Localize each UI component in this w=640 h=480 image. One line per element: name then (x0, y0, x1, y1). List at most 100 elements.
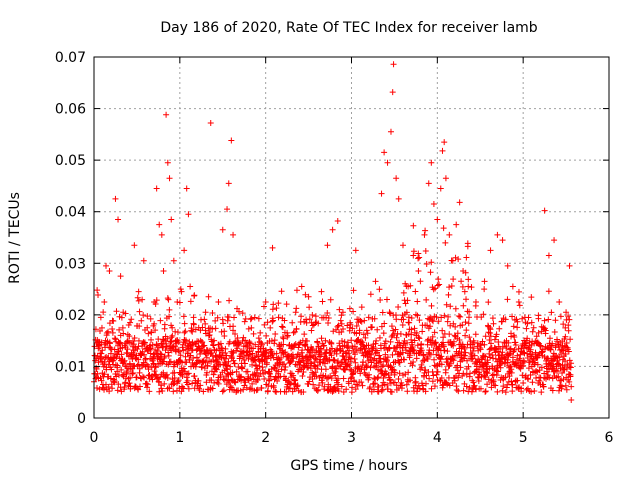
data-point (472, 331, 479, 338)
data-point (382, 338, 389, 345)
data-point (163, 343, 170, 350)
data-point (165, 352, 172, 359)
data-point (509, 388, 516, 395)
data-point (461, 288, 468, 295)
data-point (546, 335, 553, 342)
data-point (566, 357, 573, 364)
data-point (379, 386, 386, 393)
data-point (338, 338, 345, 345)
data-point (460, 370, 467, 377)
data-point (420, 351, 427, 358)
data-point (136, 323, 143, 330)
data-point (335, 375, 342, 382)
data-point (460, 387, 467, 394)
data-point (334, 217, 341, 224)
data-point (174, 361, 181, 368)
data-point (480, 352, 487, 359)
data-point (352, 359, 359, 366)
data-point (229, 369, 236, 376)
data-point (433, 363, 440, 370)
data-point (152, 371, 159, 378)
data-point (101, 371, 108, 378)
data-point (181, 329, 188, 336)
data-point (131, 335, 138, 342)
data-point (241, 318, 248, 325)
data-point (447, 360, 454, 367)
data-point (281, 317, 288, 324)
data-point (422, 247, 429, 254)
data-point (432, 339, 439, 346)
data-point (348, 337, 355, 344)
data-point (99, 347, 106, 354)
data-point (497, 364, 504, 371)
data-point (231, 360, 238, 367)
data-point (248, 324, 255, 331)
data-point (565, 322, 572, 329)
data-point (403, 347, 410, 354)
data-point (103, 262, 110, 269)
data-point (454, 367, 461, 374)
data-point (429, 378, 436, 385)
data-point (235, 339, 242, 346)
data-point (159, 344, 166, 351)
data-point (415, 250, 422, 257)
data-point (245, 355, 252, 362)
data-point (249, 350, 256, 357)
data-point (239, 365, 246, 372)
data-point (537, 343, 544, 350)
data-point (356, 327, 363, 334)
data-point (149, 376, 156, 383)
data-point (209, 310, 216, 317)
y-tick-label: 0.07 (55, 50, 86, 66)
data-point (463, 254, 470, 261)
data-point (529, 379, 536, 386)
data-point (128, 316, 135, 323)
data-point (416, 254, 423, 261)
data-point (366, 371, 373, 378)
data-point (195, 377, 202, 384)
data-point (139, 296, 146, 303)
data-point (457, 364, 464, 371)
data-point (135, 361, 142, 368)
data-point (514, 377, 521, 384)
data-point (523, 325, 530, 332)
data-point (320, 342, 327, 349)
data-point (275, 300, 282, 307)
data-point (333, 365, 340, 372)
data-point (222, 355, 229, 362)
data-point (422, 388, 429, 395)
data-point (219, 388, 226, 395)
data-point (313, 347, 320, 354)
data-point (309, 376, 316, 383)
data-point (566, 363, 573, 370)
data-point (265, 370, 272, 377)
data-point (148, 336, 155, 343)
data-point (250, 345, 257, 352)
data-point (565, 348, 572, 355)
data-point (126, 333, 133, 340)
data-point (533, 333, 540, 340)
data-point (540, 383, 547, 390)
data-point (219, 226, 226, 233)
data-point (294, 382, 301, 389)
data-point (494, 368, 501, 375)
data-point (280, 341, 287, 348)
data-point (259, 341, 266, 348)
data-point (410, 222, 417, 229)
data-point (435, 276, 442, 283)
data-point (447, 322, 454, 329)
data-point (454, 330, 461, 337)
data-point (377, 296, 384, 303)
data-point (518, 388, 525, 395)
data-point (136, 365, 143, 372)
y-tick-label: 0.01 (55, 359, 86, 375)
data-point (441, 312, 448, 319)
data-point (502, 316, 509, 323)
data-point (375, 374, 382, 381)
data-point (330, 328, 337, 335)
data-point (319, 298, 326, 305)
data-point (185, 385, 192, 392)
data-point (151, 320, 158, 327)
data-point (202, 359, 209, 366)
data-point (109, 326, 116, 333)
